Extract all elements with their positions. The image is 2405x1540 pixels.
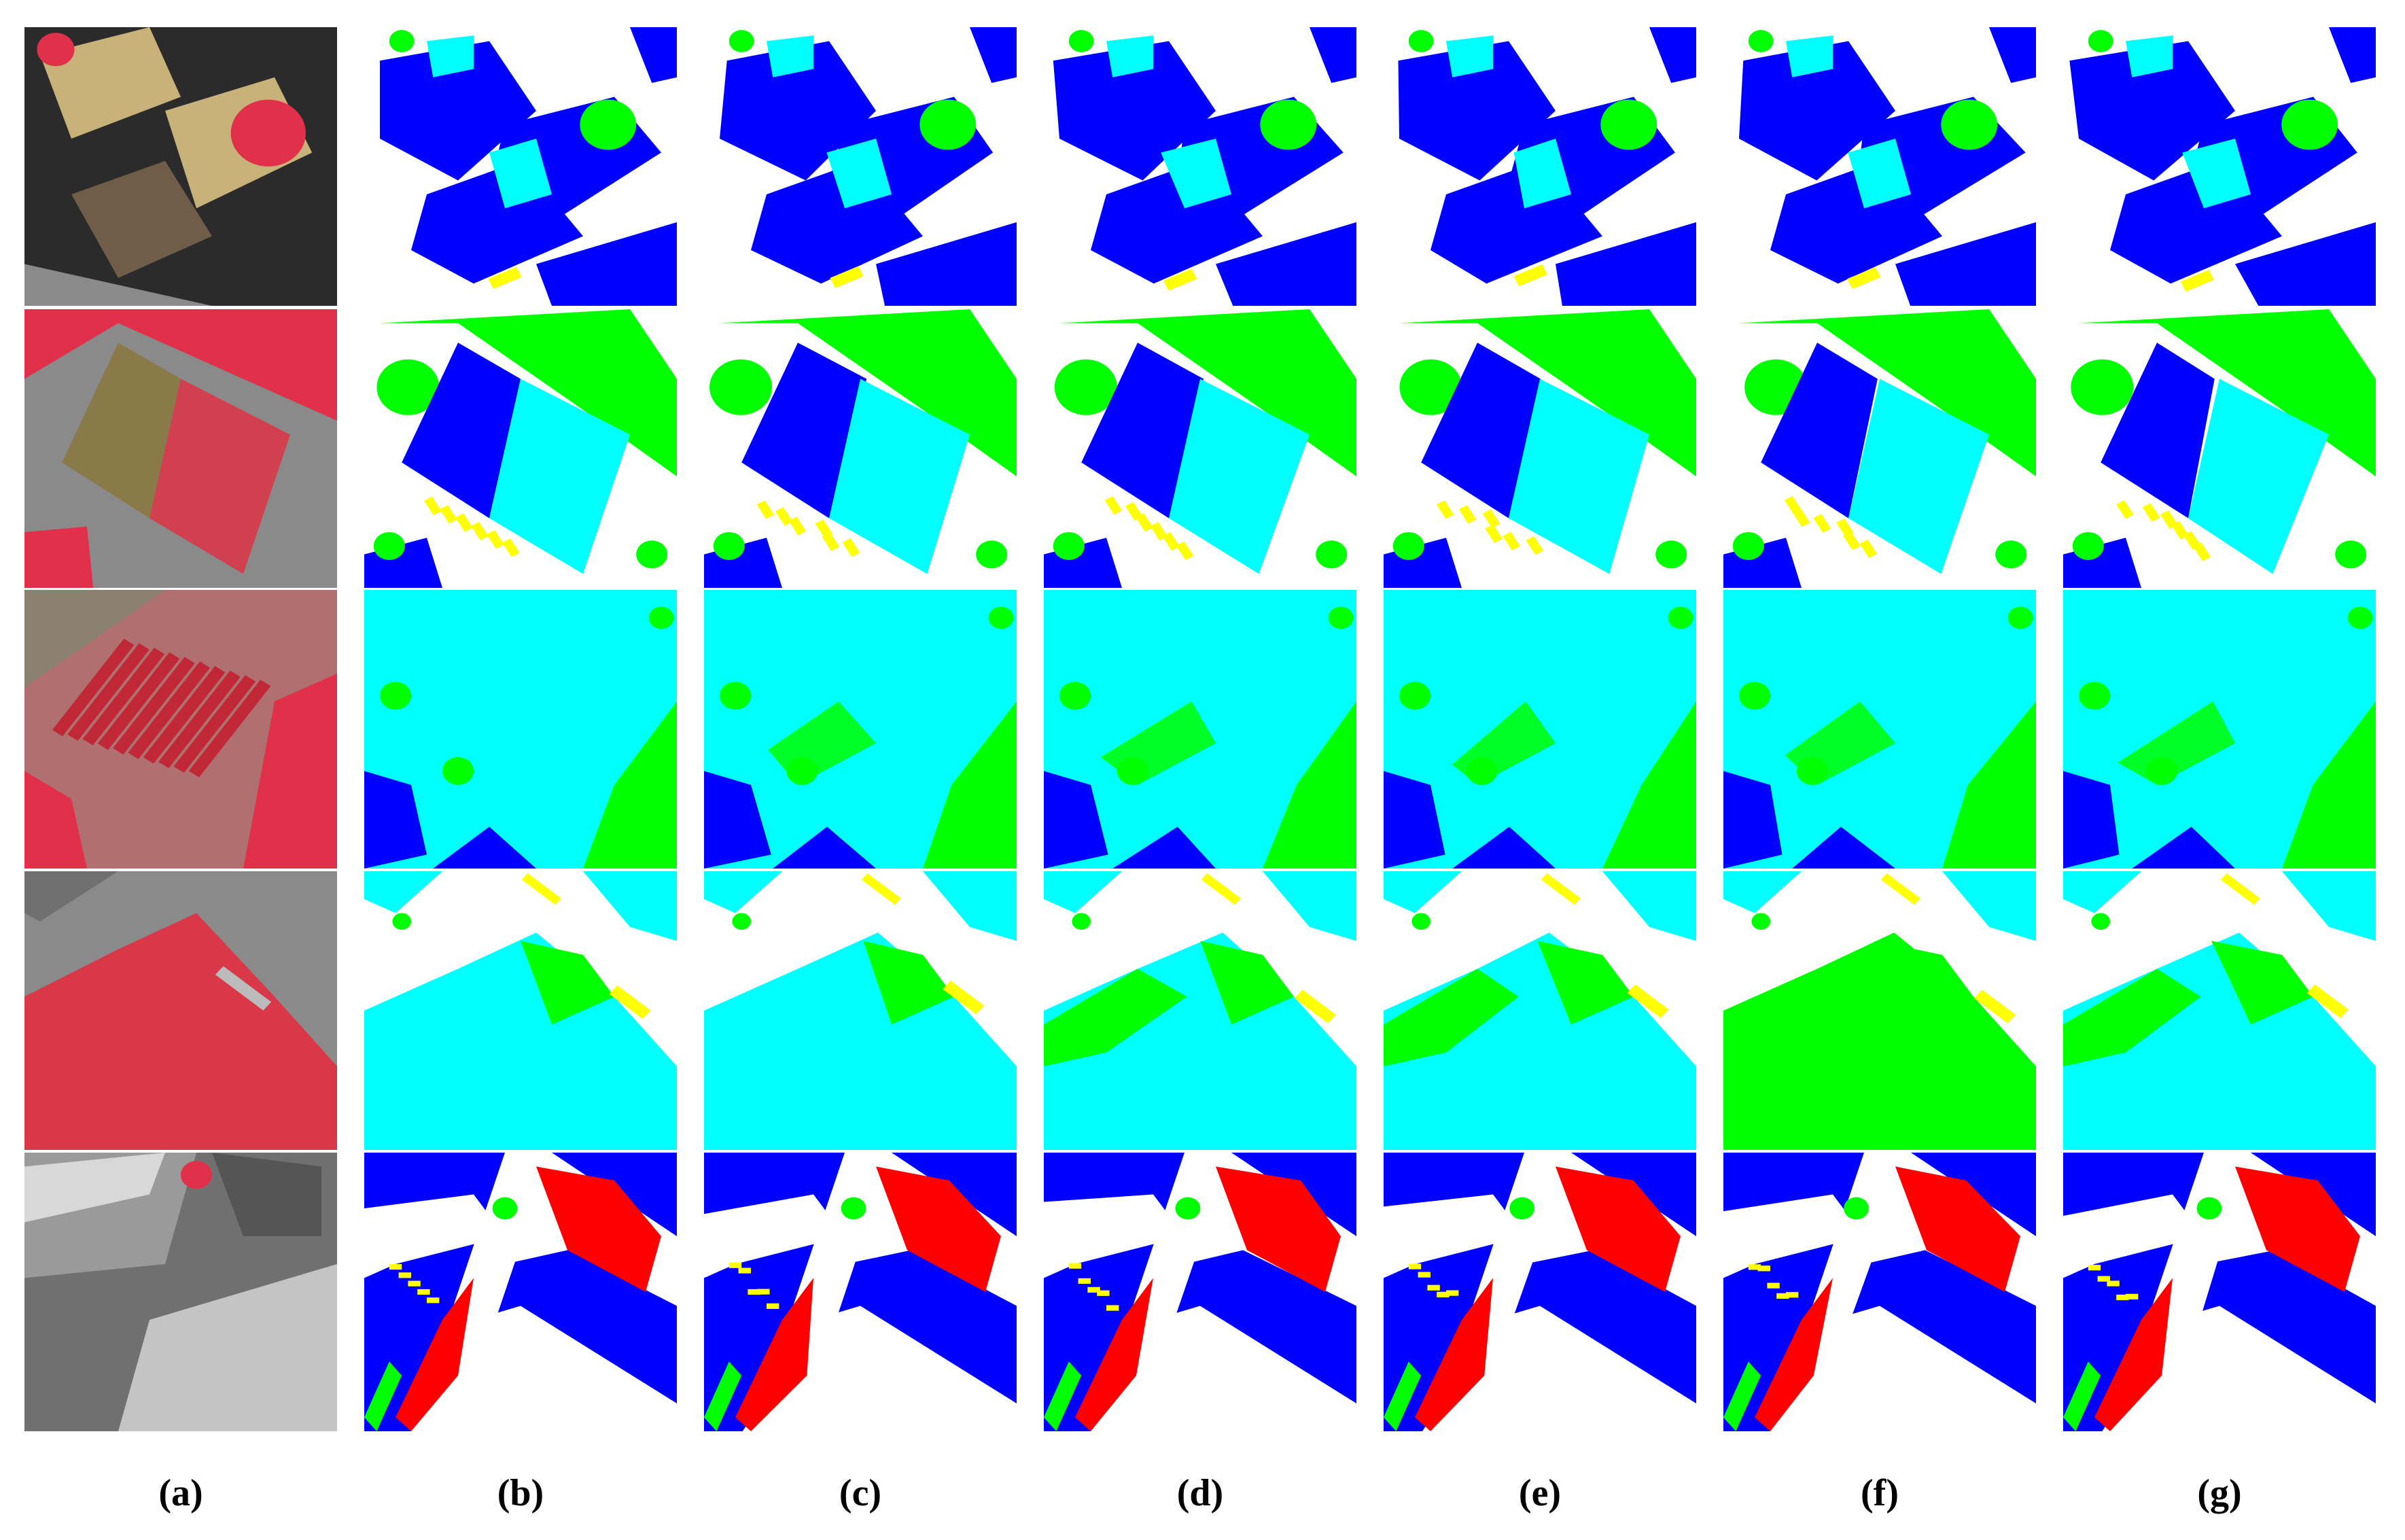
segmentation-map-row-1-col-2 <box>364 27 677 306</box>
column-label-7: (g) <box>2197 1472 2242 1514</box>
segmentation-map-row-2-col-5 <box>1384 309 1696 588</box>
segmentation-map-row-4-col-6 <box>1723 871 2036 1150</box>
segmentation-map-row-5-col-7 <box>2063 1153 2376 1431</box>
segmentation-map-row-1-col-3 <box>704 27 1017 306</box>
segmentation-map-row-3-col-2 <box>364 590 677 869</box>
column-label-6: (f) <box>1861 1472 1899 1514</box>
segmentation-map-row-4-col-3 <box>704 871 1017 1150</box>
segmentation-map-row-3-col-4 <box>1044 590 1356 869</box>
segmentation-map-row-3-col-6 <box>1723 590 2036 869</box>
segmentation-map-row-5-col-3 <box>704 1153 1017 1431</box>
aerial-image-row-1 <box>24 27 337 306</box>
segmentation-map-row-2-col-4 <box>1044 309 1356 588</box>
aerial-image-row-2 <box>24 309 337 588</box>
segmentation-map-row-4-col-4 <box>1044 871 1356 1150</box>
column-label-2: (b) <box>497 1472 544 1514</box>
segmentation-map-row-1-col-6 <box>1723 27 2036 306</box>
segmentation-map-row-2-col-2 <box>364 309 677 588</box>
segmentation-map-row-1-col-5 <box>1384 27 1696 306</box>
aerial-image-row-3 <box>24 590 337 869</box>
segmentation-map-row-2-col-7 <box>2063 309 2376 588</box>
segmentation-map-row-4-col-7 <box>2063 871 2376 1150</box>
segmentation-map-row-1-col-7 <box>2063 27 2376 306</box>
segmentation-map-row-1-col-4 <box>1044 27 1356 306</box>
column-label-3: (c) <box>839 1472 882 1514</box>
segmentation-map-row-5-col-2 <box>364 1153 677 1431</box>
segmentation-map-row-4-col-2 <box>364 871 677 1150</box>
segmentation-map-row-5-col-6 <box>1723 1153 2036 1431</box>
segmentation-map-row-3-col-7 <box>2063 590 2376 869</box>
column-label-5: (e) <box>1518 1472 1562 1514</box>
segmentation-map-row-3-col-5 <box>1384 590 1696 869</box>
aerial-image-row-5 <box>24 1153 337 1431</box>
aerial-image-row-4 <box>24 871 337 1150</box>
segmentation-map-row-3-col-3 <box>704 590 1017 869</box>
segmentation-map-row-2-col-3 <box>704 309 1017 588</box>
segmentation-map-row-2-col-6 <box>1723 309 2036 588</box>
column-label-1: (a) <box>158 1472 203 1514</box>
column-label-4: (d) <box>1176 1472 1224 1514</box>
segmentation-map-row-5-col-5 <box>1384 1153 1696 1431</box>
segmentation-map-row-5-col-4 <box>1044 1153 1356 1431</box>
segmentation-map-row-4-col-5 <box>1384 871 1696 1150</box>
